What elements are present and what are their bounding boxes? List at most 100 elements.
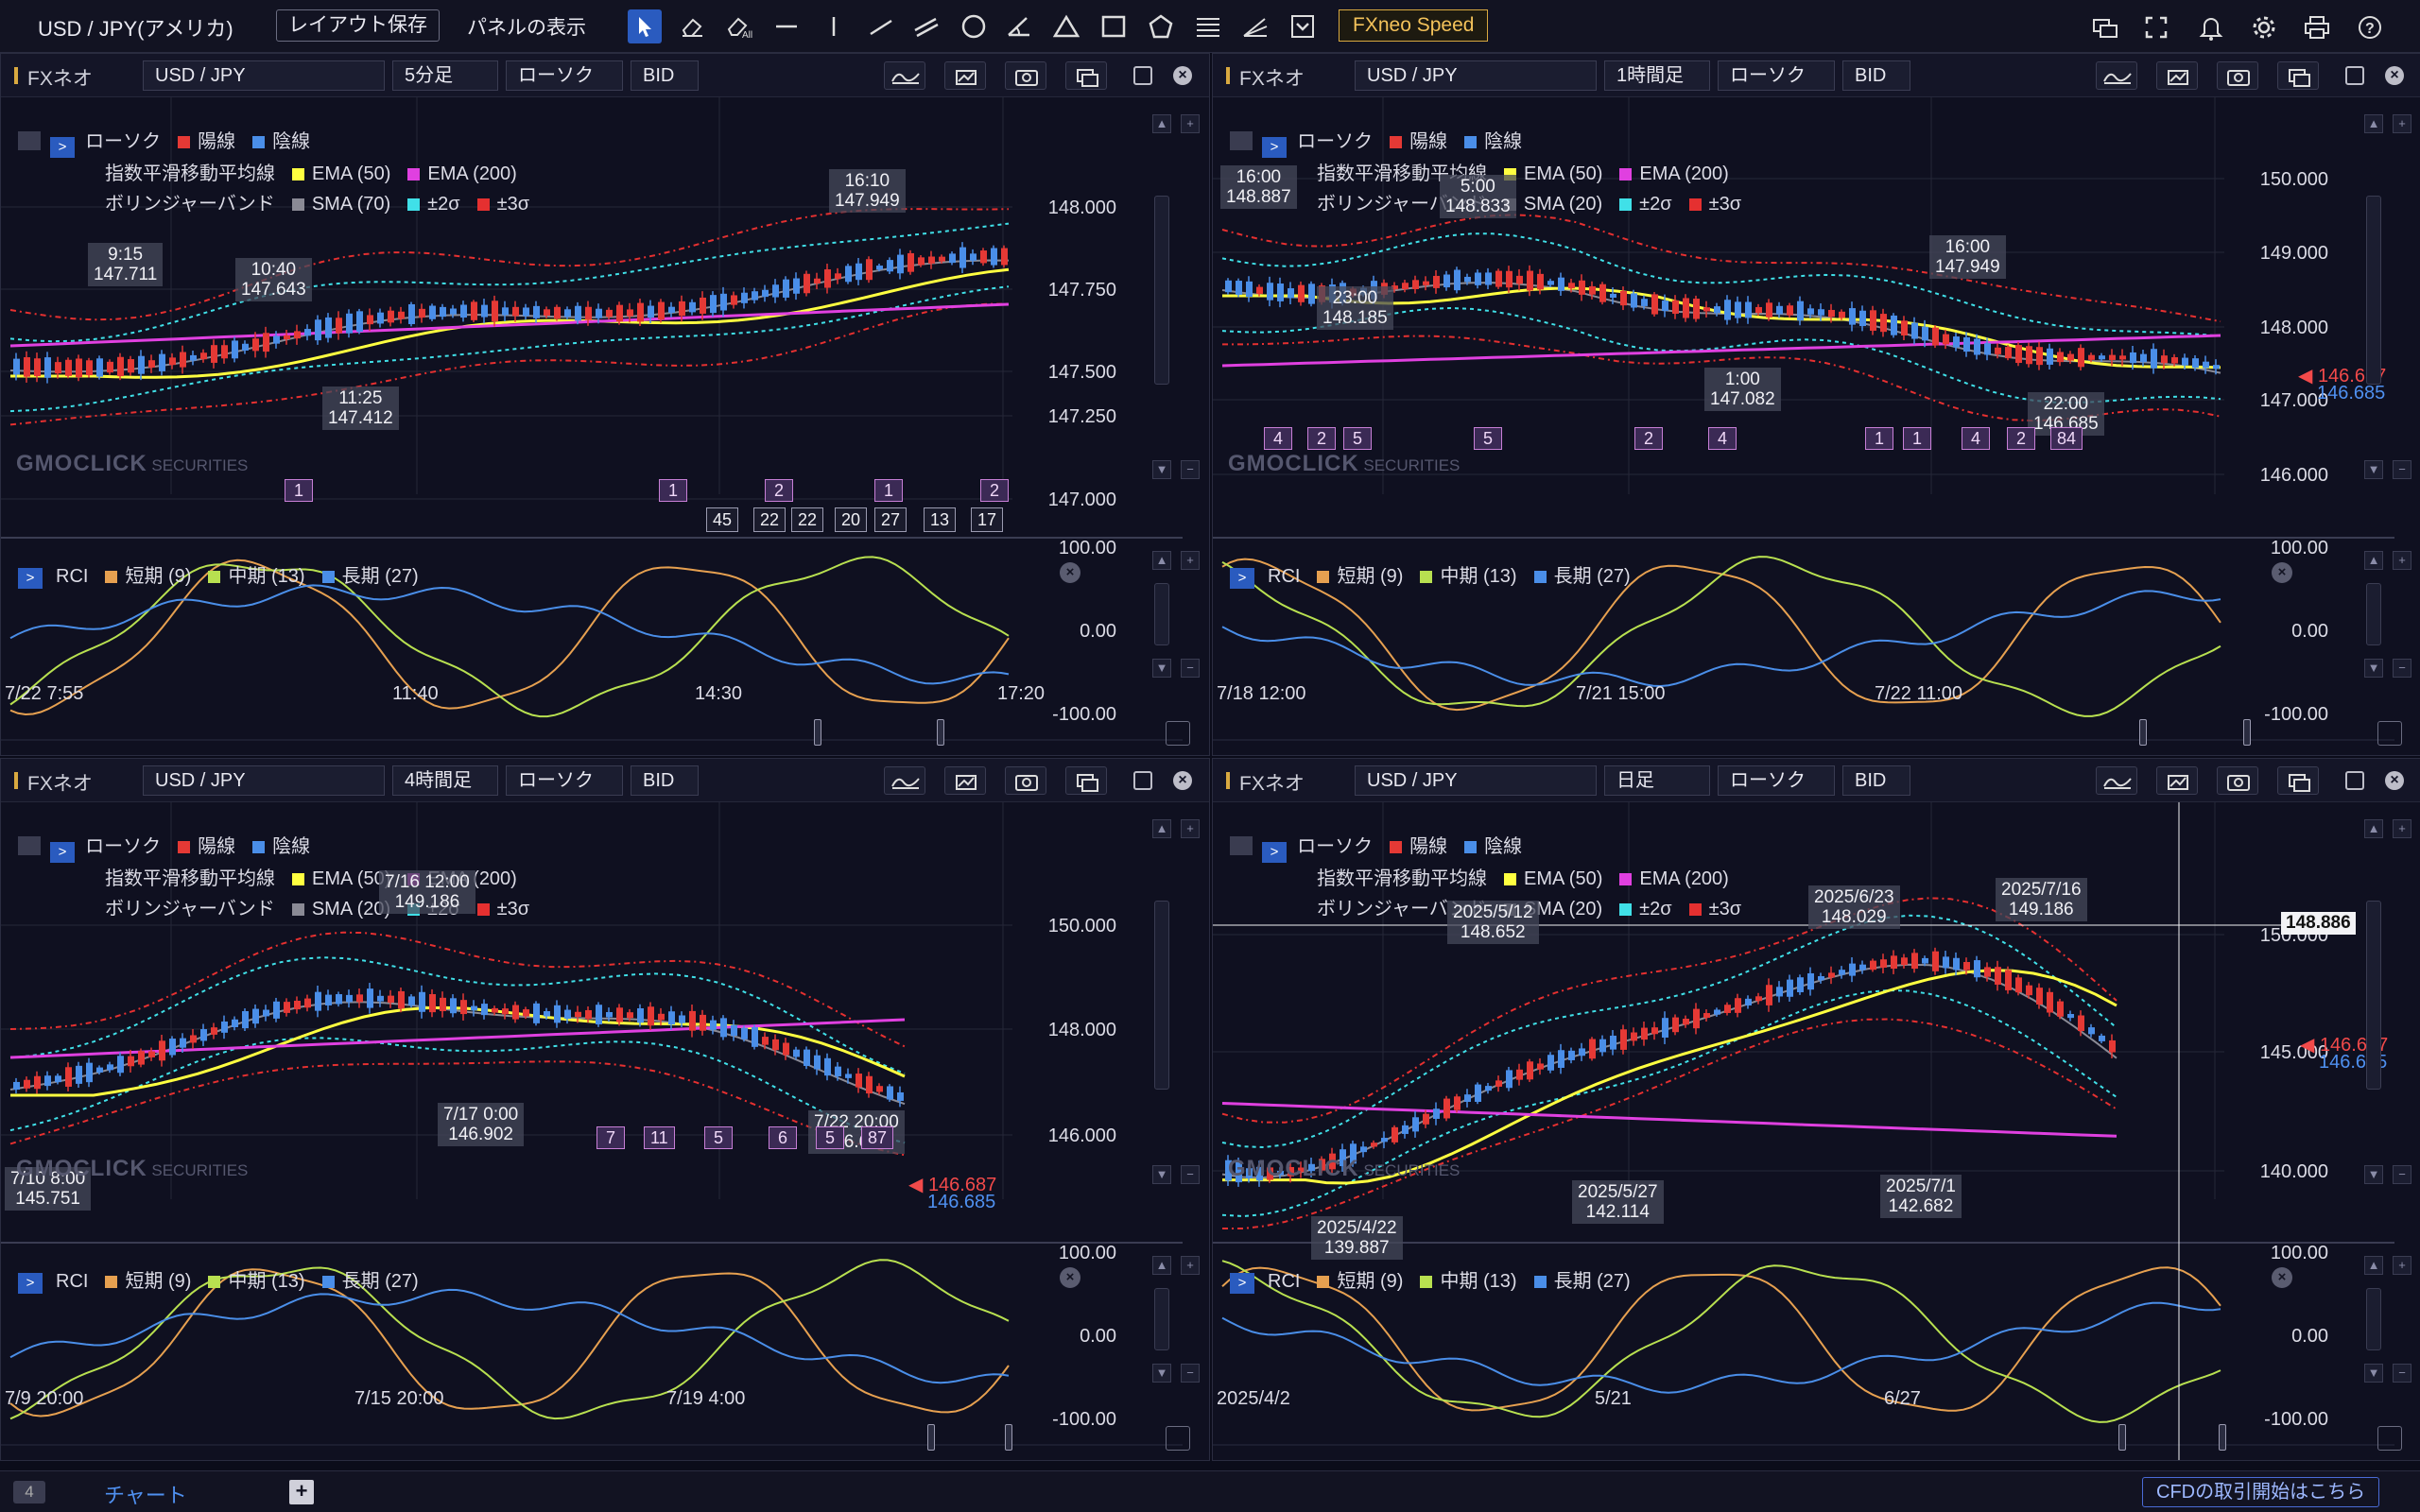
zoom-icon[interactable]: − (2393, 1364, 2411, 1383)
dropdown-checkbox-icon[interactable] (1286, 9, 1320, 43)
reset-range-icon[interactable] (2377, 1426, 2402, 1451)
zoom-icon[interactable]: + (1181, 819, 1200, 838)
cfd-start-link[interactable]: CFDの取引開始はこちら (2142, 1477, 2380, 1507)
event-badge[interactable]: 2 (1307, 427, 1336, 450)
zoom-icon[interactable]: − (2393, 1165, 2411, 1184)
count-box[interactable]: 13 (924, 507, 956, 532)
timeframe-select[interactable]: 4時間足 (392, 765, 498, 796)
price-chart[interactable] (1213, 97, 2394, 756)
camera-icon[interactable] (2217, 61, 2258, 90)
maximize-icon[interactable] (1133, 66, 1152, 85)
vertical-scrollbar[interactable] (2366, 196, 2381, 385)
fullscreen-icon[interactable] (2140, 11, 2172, 43)
drag-handle[interactable] (1226, 67, 1230, 84)
circle-tool-icon[interactable] (957, 9, 991, 43)
scroll-arrow-icon[interactable]: ▼ (1152, 1165, 1171, 1184)
event-badge[interactable]: 87 (861, 1126, 894, 1149)
zoom-icon[interactable]: + (2393, 114, 2411, 133)
event-badge[interactable]: 2 (980, 479, 1009, 502)
event-badge[interactable]: 4 (1962, 427, 1990, 450)
rci-expand-icon[interactable]: > (1230, 568, 1254, 589)
draw-icon[interactable] (2156, 766, 2198, 795)
trend-line-tool-icon[interactable] (864, 9, 898, 43)
scroll-arrow-icon[interactable]: ▲ (1152, 1256, 1171, 1275)
event-badge[interactable]: 7 (596, 1126, 625, 1149)
rectangle-tool-icon[interactable] (1097, 9, 1131, 43)
scroll-arrow-icon[interactable]: ▼ (2364, 1364, 2383, 1383)
chart-type-select[interactable]: ローソク (1718, 60, 1835, 91)
close-icon[interactable]: × (2385, 771, 2404, 790)
count-box[interactable]: 27 (874, 507, 907, 532)
scroll-arrow-icon[interactable]: ▲ (2364, 114, 2383, 133)
layout-icon[interactable] (2089, 11, 2121, 43)
fan-tool-icon[interactable] (1238, 9, 1272, 43)
pair-select[interactable]: USD / JPY (1355, 765, 1597, 796)
copy-panel-icon[interactable] (1065, 766, 1107, 795)
rci-expand-icon[interactable]: > (1230, 1273, 1254, 1294)
close-icon[interactable]: × (2385, 66, 2404, 85)
event-badge[interactable]: 11 (644, 1126, 675, 1149)
print-icon[interactable] (2301, 11, 2333, 43)
scroll-arrow-icon[interactable]: ▲ (2364, 1256, 2383, 1275)
zoom-icon[interactable]: − (2393, 460, 2411, 479)
count-box[interactable]: 45 (706, 507, 738, 532)
scroll-arrow-icon[interactable]: ▲ (2364, 819, 2383, 838)
reset-range-icon[interactable] (1166, 1426, 1190, 1451)
vertical-scrollbar[interactable] (1154, 196, 1169, 385)
chart-type-select[interactable]: ローソク (1718, 765, 1835, 796)
event-badge[interactable]: 1 (285, 479, 313, 502)
price-type-select[interactable]: BID (1842, 765, 1910, 796)
zoom-icon[interactable]: − (1181, 659, 1200, 678)
zoom-icon[interactable]: − (1181, 1364, 1200, 1383)
indicator-icon[interactable] (884, 61, 925, 90)
indicator-icon[interactable] (2096, 766, 2137, 795)
eraser-tool-icon[interactable] (675, 9, 709, 43)
rci-close-icon[interactable]: × (2272, 562, 2292, 583)
chat-icon[interactable] (18, 836, 41, 855)
range-handle[interactable] (2219, 1424, 2226, 1451)
event-badge[interactable]: 2 (2007, 427, 2035, 450)
drag-handle[interactable] (14, 67, 18, 84)
horizontal-line-tool-icon[interactable] (769, 9, 804, 43)
fxneo-speed-button[interactable]: FXneo Speed (1339, 9, 1489, 42)
copy-panel-icon[interactable] (2277, 766, 2319, 795)
draw-icon[interactable] (944, 61, 986, 90)
chart-type-select[interactable]: ローソク (506, 765, 623, 796)
price-type-select[interactable]: BID (1842, 60, 1910, 91)
camera-icon[interactable] (1005, 61, 1046, 90)
vertical-scrollbar[interactable] (2366, 901, 2381, 1090)
chat-icon[interactable] (1230, 131, 1253, 150)
event-badge[interactable]: 2 (765, 479, 793, 502)
scroll-arrow-icon[interactable]: ▲ (1152, 551, 1171, 570)
rci-scrollbar[interactable] (2366, 1288, 2381, 1350)
reset-range-icon[interactable] (1166, 721, 1190, 746)
event-badge[interactable]: 6 (769, 1126, 797, 1149)
pentagon-tool-icon[interactable] (1144, 9, 1178, 43)
maximize-icon[interactable] (2345, 66, 2364, 85)
range-handle[interactable] (927, 1424, 935, 1451)
expand-icon[interactable]: > (1262, 842, 1287, 863)
rci-scrollbar[interactable] (1154, 583, 1169, 645)
expand-icon[interactable]: > (50, 842, 75, 863)
event-badge[interactable]: 2 (1634, 427, 1663, 450)
count-box[interactable]: 22 (753, 507, 786, 532)
pair-select[interactable]: USD / JPY (143, 60, 385, 91)
rci-expand-icon[interactable]: > (18, 1273, 43, 1294)
layout-save-button[interactable]: レイアウト保存 (276, 9, 440, 42)
expand-icon[interactable]: > (50, 137, 75, 158)
event-badge[interactable]: 4 (1264, 427, 1292, 450)
maximize-icon[interactable] (1133, 771, 1152, 790)
event-badge[interactable]: 84 (2050, 427, 2083, 450)
gear-icon[interactable] (2248, 11, 2280, 43)
add-tab-button[interactable]: + (289, 1480, 314, 1504)
price-type-select[interactable]: BID (631, 60, 699, 91)
range-handle[interactable] (1005, 1424, 1012, 1451)
expand-icon[interactable]: > (1262, 137, 1287, 158)
fibonacci-tool-icon[interactable] (1191, 9, 1225, 43)
scroll-arrow-icon[interactable]: ▲ (1152, 114, 1171, 133)
zoom-icon[interactable]: + (2393, 819, 2411, 838)
event-badge[interactable]: 5 (1343, 427, 1372, 450)
triangle-tool-icon[interactable] (1049, 9, 1083, 43)
vertical-line-tool-icon[interactable] (817, 9, 851, 43)
drag-handle[interactable] (1226, 772, 1230, 789)
